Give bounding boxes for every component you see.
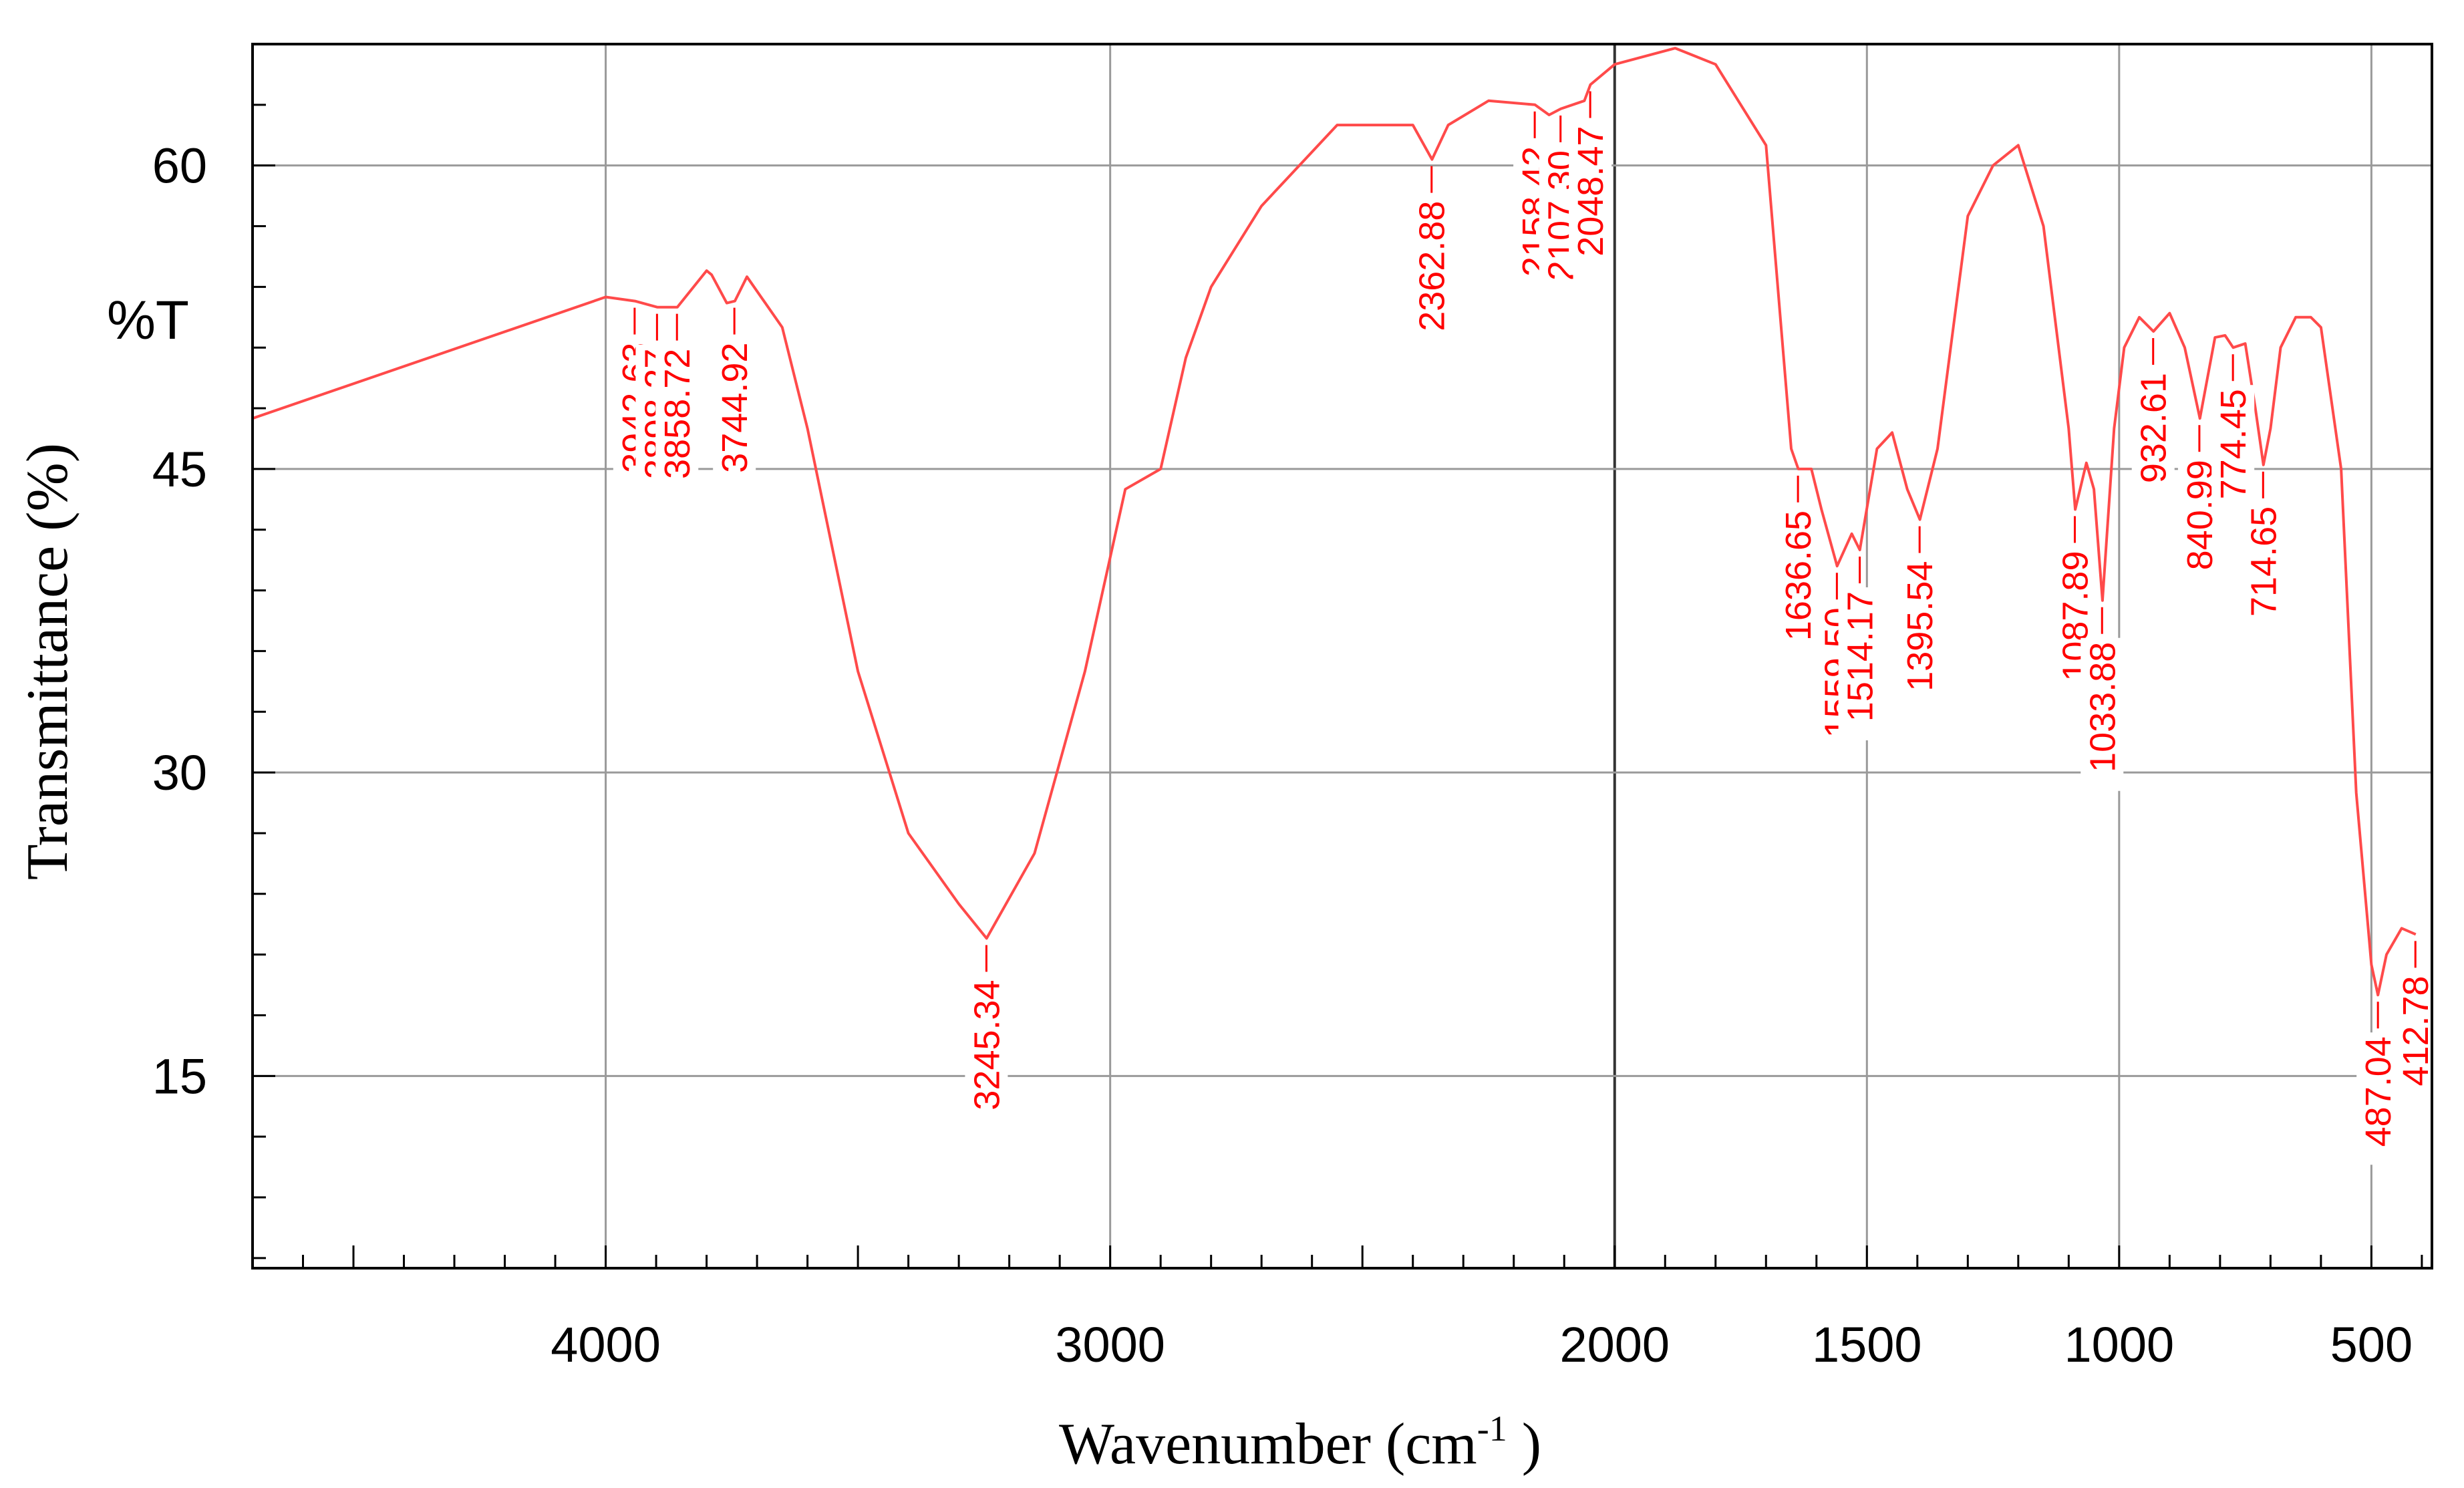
peak-label: 412.78 [2396,976,2436,1086]
peak-label-background [2356,1032,2400,1165]
peak-label-background [1777,506,1820,659]
peak-labels: 3942.633898.273858.723744.923245.342362.… [613,91,2437,1165]
peak-label-background [2211,385,2255,518]
x-tick-label-500: 500 [2330,1317,2413,1372]
peak-label-background [1838,587,1881,741]
peak-label: 3245.34 [967,980,1007,1110]
x-tick-label-2000: 2000 [1559,1317,1670,1372]
peak-label: 1395.54 [1900,561,1940,692]
peak-label: 3744.92 [715,343,755,473]
peak-label: 774.45 [2213,389,2254,499]
peak-label-background [1410,196,1453,350]
peak-label-background [1569,122,1612,275]
y-tick-label-30: 30 [152,745,207,800]
plot-frame [251,43,2433,1270]
peak-label: 2048.47 [1571,126,1611,257]
peak-label: 3858.72 [657,349,698,479]
peak-label-background [655,344,699,498]
x-tick-label-1000: 1000 [2064,1317,2175,1372]
x-tick-label-1500: 1500 [1812,1317,1922,1372]
peak-label-background [965,976,1008,1129]
peak-label-background [2242,502,2285,635]
peak-label: 487.04 [2358,1036,2399,1147]
peak-label-background [713,338,756,492]
x-axis-title-sup: -1 [1477,1408,1507,1449]
axis-ticks: 4000 3000 2000 1500 1000 500 15 30 45 60 [152,43,2423,1372]
peak-label: 1514.17 [1841,591,1881,722]
peak-label-background [1898,557,1942,710]
x-tick-label-3000: 3000 [1055,1317,1165,1372]
x-axis-title-end: ) [1507,1412,1541,1477]
x-tick-label-4000: 4000 [551,1317,661,1372]
series-layer [252,47,2417,997]
peak-label-background [2081,637,2124,791]
y-tick-label-45: 45 [152,442,207,497]
peak-label-background [2394,972,2437,1104]
y-tick-label-60: 60 [152,138,207,194]
peak-label: 714.65 [2244,506,2284,617]
peak-label: 2362.88 [1412,201,1452,331]
spectrum-line [252,47,2417,997]
unit-label: %T [107,290,189,351]
x-axis-title-main: Wavenumber (cm [1059,1412,1477,1477]
peak-label-background [2131,368,2175,501]
peak-label: 1636.65 [1779,510,1819,641]
peak-label: 932.61 [2134,373,2174,483]
y-tick-label-15: 15 [152,1048,207,1104]
x-axis-title: Wavenumber (cm-1 ) [1059,1408,1541,1477]
y-axis-title: Transmittance (%) [15,443,80,880]
peak-label: 1033.88 [2083,642,2123,772]
